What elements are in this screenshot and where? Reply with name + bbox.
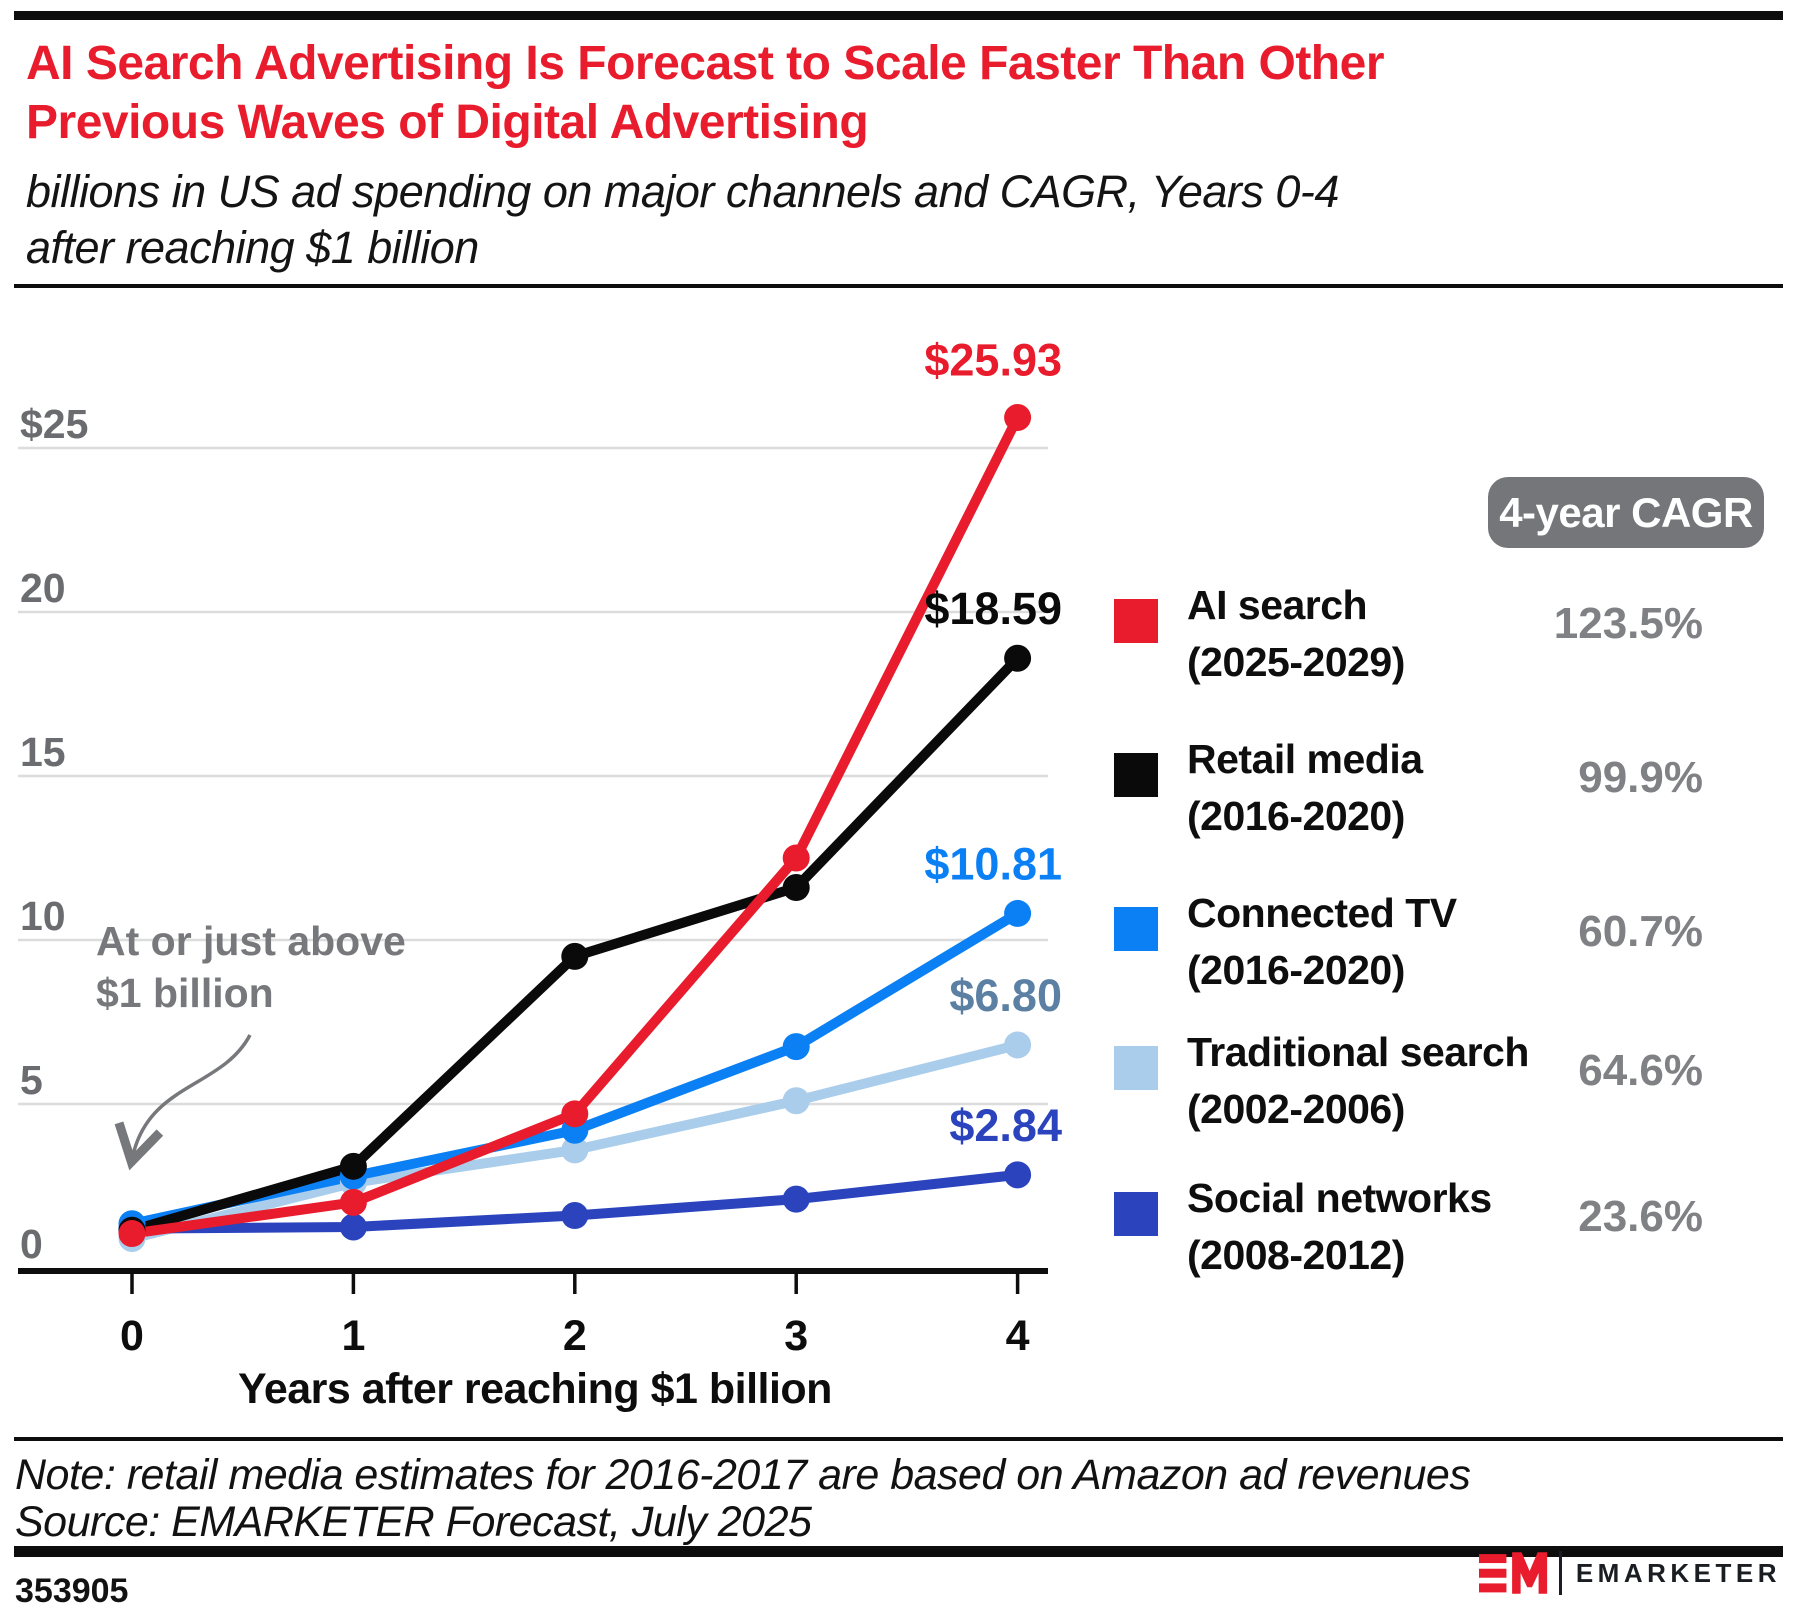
y-tick-label: 10 (20, 893, 66, 939)
logo-divider (1558, 1551, 1562, 1595)
cagr-value-traditional-search: 64.6% (1578, 1046, 1703, 1095)
annotation-arrow (114, 1034, 252, 1171)
data-point-social-networks (1004, 1161, 1032, 1189)
legend-label-name: AI search (1187, 582, 1368, 628)
legend-label-name: Social networks (1187, 1175, 1492, 1221)
legend-label-name: Retail media (1187, 736, 1423, 782)
end-value-label-ai-search: $25.93 (924, 334, 1062, 385)
legend-label-years: (2025-2029) (1187, 639, 1405, 685)
legend-item-ai-search: AI search (2025-2029) 123.5% (1100, 566, 1797, 685)
footnote: Note: retail media estimates for 2016-20… (15, 1451, 1471, 1499)
page-title: AI Search Advertising Is Forecast to Sca… (26, 34, 1385, 152)
data-point-connected-tv (1004, 899, 1032, 927)
x-tick-label: 4 (1006, 1312, 1030, 1360)
source-note: Source: EMARKETER Forecast, July 2025 (15, 1498, 812, 1546)
legend-label-years: (2016-2020) (1187, 793, 1405, 839)
page-title-line1: AI Search Advertising Is Forecast to Sca… (26, 37, 1385, 90)
x-tick-label: 3 (784, 1312, 808, 1360)
annotation-line1: At or just above (96, 918, 406, 964)
y-tick-label: 20 (20, 565, 66, 611)
legend-label-name: Connected TV (1187, 890, 1457, 936)
legend-label-social-networks: Social networks (2008-2012) (1187, 1170, 1492, 1284)
legend-label-years: (2002-2006) (1187, 1086, 1405, 1132)
legend-item-social-networks: Social networks (2008-2012) 23.6% (1100, 1159, 1797, 1278)
data-point-ai-search (118, 1220, 146, 1248)
line-chart-canvas: $25 20 15 10 5 0 0 1 2 3 4 Years after reaching $1 … (18, 334, 1062, 1413)
end-value-label-connected-tv: $10.81 (924, 838, 1062, 889)
chart-legend: AI search (2025-2029) 123.5% Retail media (2… (1100, 0, 1797, 1400)
data-point-ai-search (339, 1188, 367, 1216)
end-value-label-traditional-search: $6.80 (949, 970, 1062, 1021)
data-point-ai-search (561, 1100, 589, 1128)
data-point-retail-media (339, 1152, 367, 1180)
cagr-value-ai-search: 123.5% (1553, 599, 1703, 648)
legend-swatch-connected-tv (1114, 907, 1158, 951)
page-title-line2: Previous Waves of Digital Advertising (26, 96, 869, 149)
y-tick-label: 5 (20, 1057, 43, 1103)
cagr-value-retail-media: 99.9% (1578, 753, 1703, 802)
cagr-value-connected-tv: 60.7% (1578, 907, 1703, 956)
legend-label-traditional-search: Traditional search (2002-2006) (1187, 1024, 1529, 1138)
legend-swatch-ai-search (1114, 599, 1158, 643)
footer-divider (14, 1437, 1783, 1441)
header-divider (14, 284, 1783, 288)
data-point-retail-media (561, 942, 589, 970)
chart-subtitle-line2: after reaching $1 billion (26, 222, 479, 273)
legend-item-traditional-search: Traditional search (2002-2006) 64.6% (1100, 1013, 1797, 1132)
cagr-header-pill: 4-year CAGR (1488, 477, 1764, 548)
cagr-value-social-networks: 23.6% (1578, 1192, 1703, 1241)
x-tick-label: 2 (563, 1312, 587, 1360)
data-point-ai-search (1004, 403, 1032, 431)
data-point-ai-search (782, 844, 810, 872)
end-value-label-retail-media: $18.59 (924, 583, 1062, 634)
legend-label-name: Traditional search (1187, 1029, 1529, 1075)
legend-swatch-traditional-search (1114, 1046, 1158, 1090)
data-point-traditional-search (561, 1136, 589, 1164)
chart-subtitle-line1: billions in US ad spending on major chan… (26, 166, 1339, 217)
end-value-label-social-networks: $2.84 (949, 1100, 1062, 1151)
legend-swatch-social-networks (1114, 1192, 1158, 1236)
x-tick-label: 1 (341, 1312, 365, 1360)
data-point-social-networks (782, 1185, 810, 1213)
legend-label-ai-search: AI search (2025-2029) (1187, 577, 1405, 691)
chart-id: 353905 (15, 1572, 129, 1610)
footer-accent-bar (14, 1546, 1783, 1557)
emarketer-logo: EMARKETER (1478, 1549, 1781, 1597)
data-point-traditional-search (1004, 1031, 1032, 1059)
data-point-social-networks (339, 1213, 367, 1241)
data-point-social-networks (561, 1202, 589, 1230)
legend-label-retail-media: Retail media (2016-2020) (1187, 731, 1423, 845)
data-point-retail-media (1004, 644, 1032, 672)
y-tick-label: 0 (20, 1221, 43, 1267)
data-point-traditional-search (782, 1087, 810, 1115)
chart-subtitle: billions in US ad spending on major chan… (26, 164, 1339, 276)
x-tick-label: 0 (120, 1312, 144, 1360)
y-tick-label: 15 (20, 729, 66, 775)
legend-label-years: (2016-2020) (1187, 947, 1405, 993)
top-accent-bar (14, 11, 1783, 20)
legend-item-connected-tv: Connected TV (2016-2020) 60.7% (1100, 874, 1797, 993)
data-point-connected-tv (782, 1033, 810, 1061)
y-tick-label: $25 (20, 401, 88, 447)
legend-label-connected-tv: Connected TV (2016-2020) (1187, 885, 1457, 999)
x-axis-title: Years after reaching $1 billion (238, 1365, 832, 1413)
data-point-retail-media (782, 874, 810, 902)
line-chart: $25 20 15 10 5 0 0 1 2 3 4 Years after reaching $1 … (0, 300, 1080, 1420)
emarketer-logo-mark (1478, 1552, 1547, 1594)
legend-item-retail-media: Retail media (2016-2020) 99.9% (1100, 720, 1797, 839)
annotation-line2: $1 billion (96, 970, 274, 1016)
emarketer-wordmark: EMARKETER (1575, 1557, 1781, 1588)
legend-label-years: (2008-2012) (1187, 1232, 1405, 1278)
legend-swatch-retail-media (1114, 753, 1158, 797)
